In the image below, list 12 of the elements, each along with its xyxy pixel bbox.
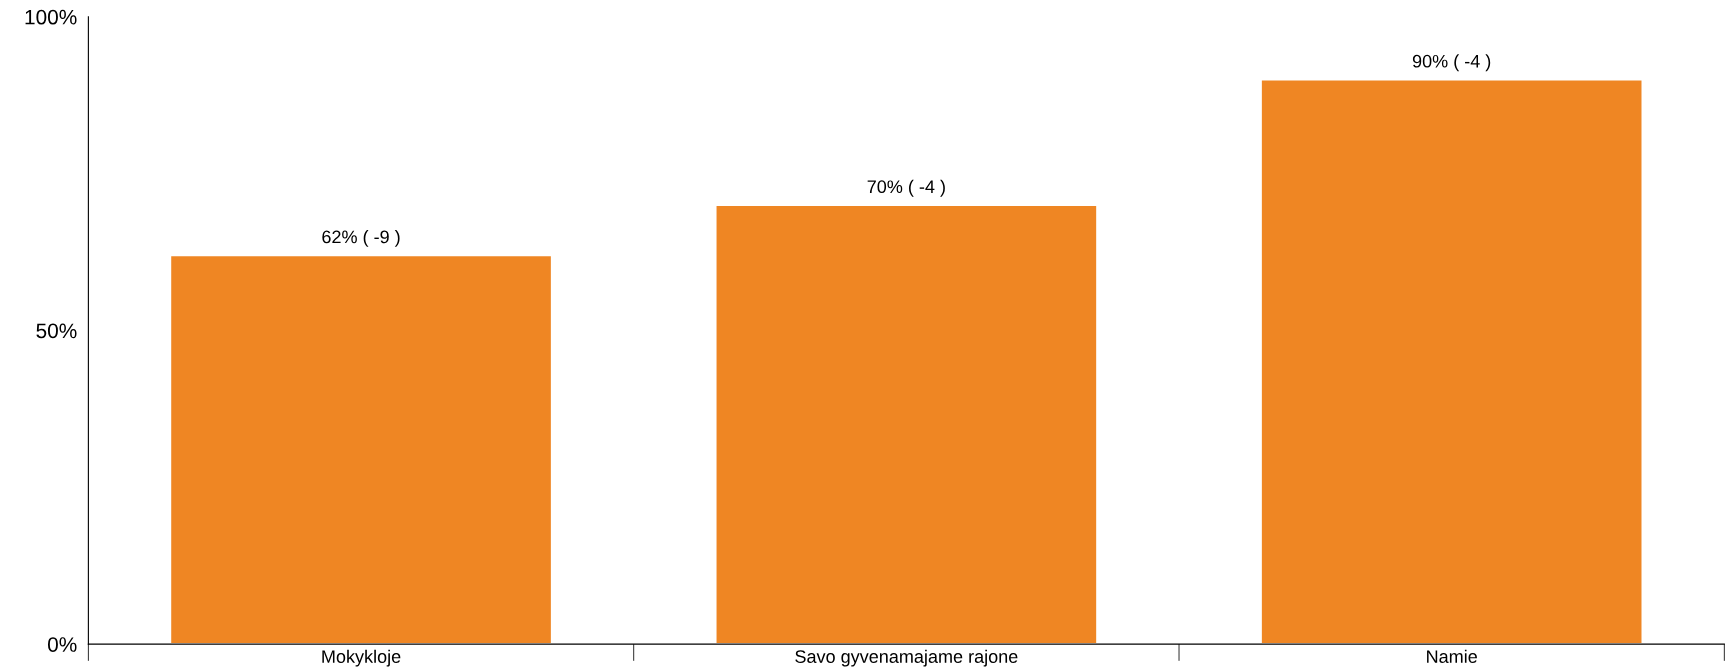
x-tick-label: Savo gyvenamajame rajone	[795, 649, 1018, 667]
data-label: 90% ( -4 )	[1412, 54, 1491, 72]
y-tick-label: 50%	[36, 323, 77, 339]
data-label: 62% ( -9 )	[322, 230, 400, 247]
bar	[1259, 78, 1644, 645]
x-tick-label: Mokykloje	[322, 649, 401, 667]
bar	[714, 203, 1099, 645]
bar	[169, 254, 553, 645]
y-tick-label: 0%	[47, 637, 77, 652]
y-tick-label: 100%	[25, 9, 77, 25]
x-tick-label: Namie	[1427, 649, 1477, 663]
data-label: 70% ( -4 )	[867, 179, 945, 197]
